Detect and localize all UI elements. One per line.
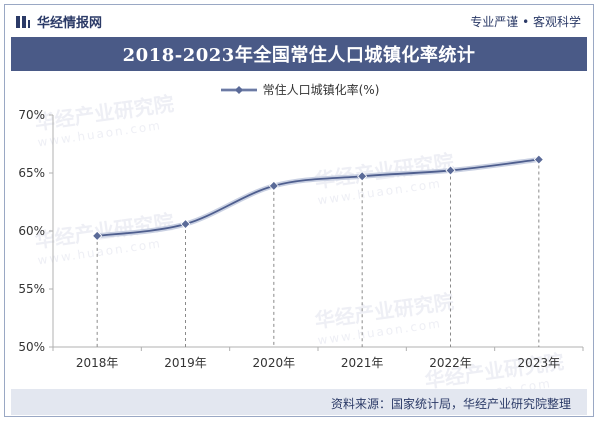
legend-line-swatch [220, 85, 257, 94]
brand-name: 华经情报网 [37, 16, 103, 31]
data-point-marker [445, 165, 456, 176]
x-tick-label: 2018年 [76, 356, 119, 370]
x-tick-label: 2023年 [518, 356, 561, 370]
data-point-marker [533, 154, 544, 165]
x-tick-label: 2021年 [341, 356, 384, 370]
x-tick-label: 2020年 [253, 356, 296, 370]
tagline: 专业严谨 • 客观科学 [470, 15, 581, 29]
top-bar: 华经情报网 专业严谨 • 客观科学 [5, 5, 593, 37]
data-point-marker [357, 171, 368, 182]
chart-title: 2018-2023年全国常住人口城镇化率统计 [11, 37, 587, 71]
logo-icon [16, 15, 30, 28]
y-tick-label: 65% [18, 166, 45, 180]
source-note: 资料来源：国家统计局，华经产业研究院整理 [330, 397, 571, 411]
data-point-marker [180, 218, 191, 230]
footer: 资料来源：国家统计局，华经产业研究院整理 [11, 389, 587, 415]
line-chart: 50% 55% 60% 65% 70% 2018年 2019年 2020年 2021年 2022年… [18, 108, 584, 370]
chart-frame: 华经情报网 专业严谨 • 客观科学 2018-2023年全国常住人口城镇化率统计… [4, 4, 594, 417]
series-line-shadow [94, 157, 542, 239]
data-point-marker [268, 180, 279, 191]
series-line [97, 158, 539, 237]
brand: 华经情报网 [15, 12, 102, 31]
data-point-marker [92, 230, 103, 241]
y-tick-label: 60% [18, 224, 45, 238]
x-tick-label: 2022年 [429, 356, 472, 370]
y-tick-label: 70% [18, 108, 45, 122]
chart-legend: 常住人口城镇化率(%) [5, 81, 593, 98]
x-tick-label: 2019年 [164, 356, 207, 370]
legend-label: 常住人口城镇化率(%) [262, 83, 380, 97]
y-tick-label: 50% [18, 340, 45, 354]
y-tick-label: 55% [18, 282, 45, 296]
